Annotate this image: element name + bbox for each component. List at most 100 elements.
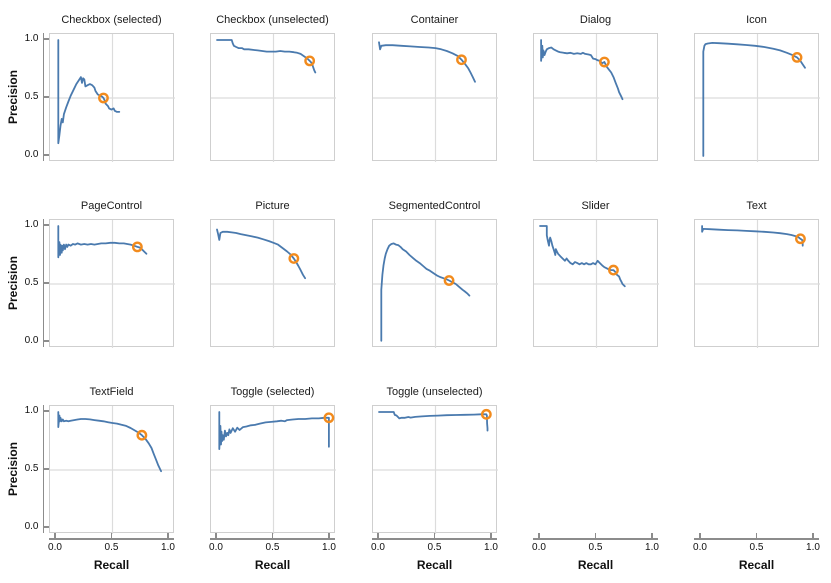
- y-axis-tick: [44, 96, 49, 98]
- operating-point-marker: [608, 264, 619, 276]
- pr-curve-line: [378, 411, 489, 432]
- pr-curve-plot: [695, 34, 820, 162]
- plot-area: [49, 33, 175, 162]
- x-axis-tick: [594, 533, 597, 538]
- x-axis-spine: [694, 538, 819, 540]
- pr-curve-line: [539, 225, 626, 288]
- pr-curve-plot: [211, 406, 336, 534]
- facet-title: Checkbox (unselected): [216, 14, 329, 26]
- x-axis-title: Recall: [93, 558, 130, 572]
- operating-point-marker: [288, 253, 300, 264]
- y-axis-tick: [44, 410, 49, 412]
- operating-point-marker: [131, 241, 143, 253]
- pr-curve-line: [57, 39, 121, 145]
- x-axis-tick: [271, 533, 274, 538]
- x-tick-label: 0.0: [209, 542, 223, 553]
- operating-point-marker: [443, 275, 455, 286]
- plot-area: [372, 33, 498, 162]
- operating-point-marker: [795, 233, 806, 245]
- x-tick-label: 0.0: [693, 542, 707, 553]
- pr-curve-plot: [373, 220, 498, 348]
- facet-title: Icon: [746, 14, 767, 26]
- y-axis-tick: [44, 526, 49, 528]
- facet-title: Checkbox (selected): [61, 14, 162, 26]
- x-tick-label: 0.0: [371, 542, 385, 553]
- y-tick-label: 1.0: [24, 33, 39, 44]
- pr-curve-plot: [534, 34, 659, 162]
- facet-title: SegmentedControl: [388, 200, 481, 212]
- y-tick-label: 1.0: [24, 219, 39, 230]
- x-axis-tick: [755, 533, 758, 538]
- operating-point-marker: [599, 56, 610, 68]
- x-tick-label: 1.0: [322, 542, 336, 553]
- y-tick-label: 1.0: [24, 405, 39, 416]
- pr-curve-plot: [211, 220, 336, 348]
- facet-title: PageControl: [80, 200, 143, 212]
- x-axis-tick: [377, 533, 379, 538]
- x-tick-label: 1.0: [484, 542, 498, 553]
- x-axis-tick: [328, 533, 330, 538]
- x-axis-tick: [215, 533, 217, 538]
- y-axis-tick: [44, 282, 49, 284]
- facet-title: Text: [746, 200, 767, 212]
- pr-curve-plot: [50, 34, 175, 162]
- operating-point-marker: [304, 55, 316, 67]
- plot-area: [210, 405, 336, 534]
- x-axis-tick: [490, 533, 492, 538]
- pr-curve-line: [378, 41, 476, 83]
- pr-curve-plot: [50, 406, 175, 534]
- operating-point-marker: [323, 412, 335, 424]
- x-axis-tick: [110, 533, 113, 538]
- x-axis-title: Recall: [254, 558, 291, 572]
- pr-curve-line: [218, 411, 330, 450]
- x-axis-spine: [533, 538, 658, 540]
- plot-area: [372, 219, 498, 348]
- pr-curve-line: [702, 42, 806, 157]
- y-tick-label: 0.5: [24, 277, 39, 288]
- facet-title: Picture: [255, 200, 290, 212]
- x-tick-label: 0.5: [749, 542, 764, 553]
- x-axis-spine: [49, 538, 174, 540]
- plot-area: [533, 33, 659, 162]
- y-tick-label: 0.0: [24, 335, 39, 346]
- facet-title: Toggle (unselected): [386, 386, 483, 398]
- y-axis-title: Precision: [6, 441, 20, 497]
- pr-curve-plot: [211, 34, 336, 162]
- facet-title: Container: [410, 14, 459, 26]
- x-tick-label: 0.0: [532, 542, 546, 553]
- x-tick-label: 1.0: [645, 542, 659, 553]
- x-tick-label: 0.0: [48, 542, 62, 553]
- facet-title: Slider: [581, 200, 610, 212]
- x-axis-tick: [699, 533, 701, 538]
- facet-title: TextField: [89, 386, 134, 398]
- operating-point-marker: [791, 52, 803, 63]
- operating-point-marker: [98, 92, 109, 104]
- x-axis-spine: [210, 538, 335, 540]
- y-axis-spine: [42, 219, 44, 347]
- x-axis-title: Recall: [738, 558, 775, 572]
- pr-curve-plot: [695, 220, 820, 348]
- plot-area: [694, 33, 820, 162]
- pr-curve-line: [216, 39, 317, 74]
- x-axis-tick: [538, 533, 540, 538]
- x-axis-tick: [54, 533, 56, 538]
- y-axis-tick: [44, 224, 49, 226]
- pr-curve-plot: [373, 406, 498, 534]
- y-axis-tick: [44, 38, 49, 40]
- pr-curve-plot: [373, 34, 498, 162]
- pr-curve-plot: [534, 220, 659, 348]
- plot-area: [210, 33, 336, 162]
- plot-area: [49, 219, 175, 348]
- x-tick-label: 1.0: [161, 542, 175, 553]
- y-axis-spine: [42, 405, 44, 533]
- operating-point-marker: [480, 408, 492, 420]
- pr-curve-line: [540, 39, 624, 101]
- pr-curve-line: [701, 225, 804, 247]
- y-tick-label: 0.5: [24, 463, 39, 474]
- pr-curve-plot: [50, 220, 175, 348]
- y-axis-tick: [44, 468, 49, 470]
- pr-curve-line: [57, 225, 148, 259]
- x-axis-tick: [812, 533, 814, 538]
- plot-area: [694, 219, 820, 348]
